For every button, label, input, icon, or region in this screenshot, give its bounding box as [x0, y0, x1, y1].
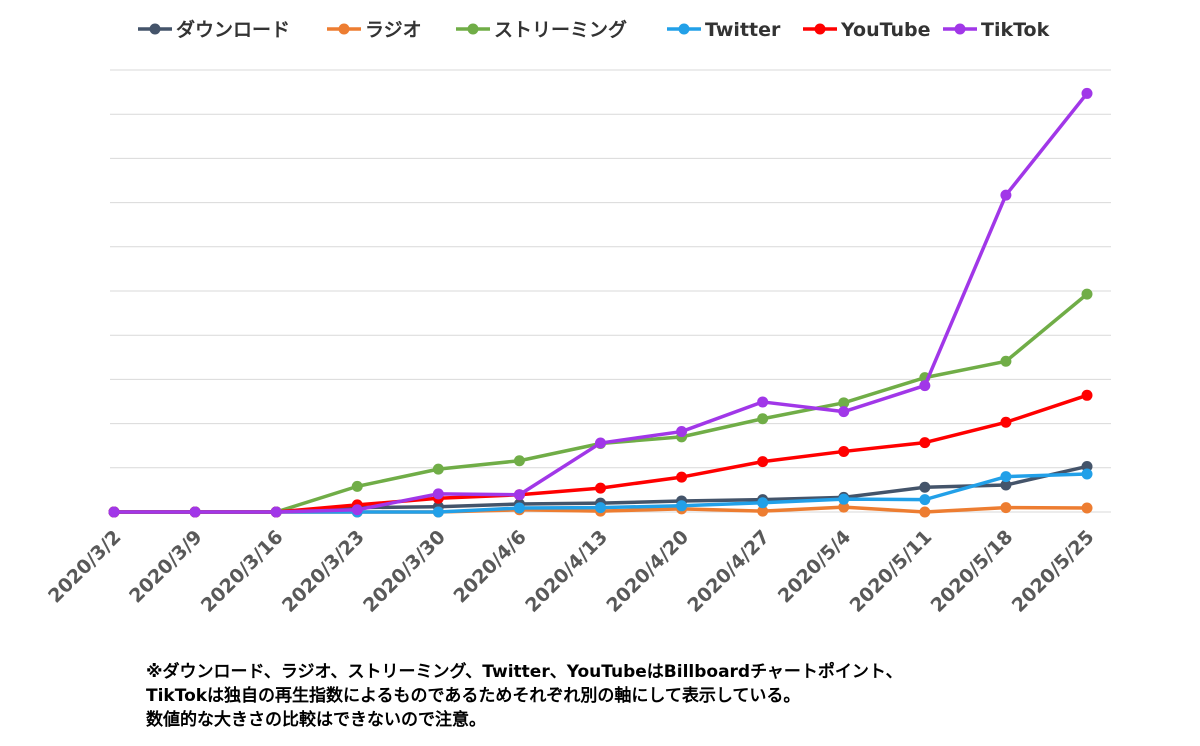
data-point: [838, 406, 850, 418]
data-point: [1000, 355, 1012, 367]
data-point: [757, 497, 769, 509]
legend-marker: [678, 23, 690, 35]
data-point: [1081, 468, 1093, 480]
data-point: [1000, 189, 1012, 201]
data-point: [513, 489, 525, 501]
x-tick-label: 2020/4/27: [683, 526, 774, 617]
data-point: [1000, 471, 1012, 483]
data-point: [919, 481, 931, 493]
data-point: [432, 506, 444, 518]
data-point: [1081, 502, 1093, 514]
data-point: [676, 471, 688, 483]
data-point: [1000, 416, 1012, 428]
x-tick-label: 2020/5/11: [846, 526, 937, 617]
data-point: [676, 500, 688, 512]
data-point: [351, 504, 363, 516]
data-point: [919, 437, 931, 449]
footnote-line-3: 数値的な大きさの比較はできないので注意。: [146, 710, 486, 730]
x-tick-label: 2020/3/16: [197, 526, 288, 617]
footnote: ※ダウンロード、ラジオ、ストリーミング、Twitter、YouTubeはBill…: [146, 660, 1186, 732]
series-lines: [108, 87, 1093, 518]
footnote-line-1: ※ダウンロード、ラジオ、ストリーミング、Twitter、YouTubeはBill…: [146, 662, 903, 682]
data-point: [1081, 460, 1093, 472]
data-point: [1081, 288, 1093, 300]
data-point: [919, 506, 931, 518]
data-point: [838, 493, 850, 505]
data-point: [757, 505, 769, 517]
x-tick-label: 2020/5/18: [927, 526, 1018, 617]
data-point: [595, 482, 606, 494]
data-point: [1081, 87, 1093, 99]
data-point: [838, 445, 850, 457]
data-point: [919, 380, 931, 392]
line-chart: 2020/3/2 2020/3/92020/3/162020/3/232020/3…: [44, 18, 1111, 617]
data-point: [919, 494, 931, 506]
data-point: [513, 502, 525, 514]
footnote-line-2: TikTokは独自の再生指数によるものであるためそれぞれ別の軸にして表示している…: [146, 686, 801, 706]
legend-label: ダウンロード: [176, 18, 290, 41]
x-tick-label: 2020/5/4: [774, 526, 855, 607]
series-line: [114, 292, 1089, 514]
legend-item: ラジオ: [327, 19, 422, 41]
legend: ダウンロード ラジオ ストリーミング Twitter YouTube TikTok: [138, 18, 1050, 41]
data-point: [108, 506, 120, 518]
legend-marker: [954, 23, 966, 35]
data-point: [595, 437, 606, 449]
x-tick-label: 2020/3/9: [125, 526, 206, 607]
legend-marker: [338, 23, 350, 35]
data-point: [189, 506, 201, 518]
x-tick-label: 2020/4/20: [602, 526, 693, 617]
data-point: [432, 463, 444, 475]
x-tick-label: 2020/4/13: [521, 526, 612, 617]
data-point: [270, 506, 282, 518]
data-point: [1081, 389, 1093, 401]
data-point: [757, 413, 769, 425]
x-tick-label: 2020/5/25: [1008, 526, 1099, 617]
data-point: [757, 396, 769, 408]
data-point: [757, 456, 769, 468]
data-point: [432, 488, 444, 500]
x-tick-label: 2020/3/2: [44, 526, 125, 607]
legend-item: YouTube: [803, 19, 930, 41]
data-point: [595, 502, 606, 514]
x-tick-label: 2020/4/6: [449, 526, 530, 607]
x-tick-label: 2020/3/30: [359, 526, 450, 617]
x-axis-tick-labels: 2020/3/2 2020/3/92020/3/162020/3/232020/3…: [44, 526, 1098, 617]
data-point: [676, 426, 688, 438]
legend-marker: [814, 23, 826, 35]
legend-label: TikTok: [981, 19, 1050, 41]
legend-label: ラジオ: [365, 19, 422, 41]
legend-item: ダウンロード: [138, 18, 290, 41]
legend-marker: [467, 23, 479, 35]
data-point: [838, 501, 850, 513]
legend-item: ストリーミング: [456, 18, 627, 41]
legend-item: TikTok: [943, 19, 1050, 41]
legend-marker: [149, 23, 161, 35]
series-line: [114, 92, 1089, 514]
data-point: [838, 397, 850, 409]
data-point: [1000, 479, 1012, 491]
legend-item: Twitter: [667, 19, 781, 41]
gridlines: [110, 69, 1111, 513]
x-tick-label: 2020/3/23: [278, 526, 369, 617]
legend-label: Twitter: [705, 19, 781, 41]
legend-label: YouTube: [840, 19, 930, 41]
data-point: [1000, 502, 1012, 514]
series-5: [108, 87, 1093, 518]
legend-label: ストリーミング: [494, 18, 627, 41]
data-point: [513, 455, 525, 467]
data-point: [351, 480, 363, 492]
